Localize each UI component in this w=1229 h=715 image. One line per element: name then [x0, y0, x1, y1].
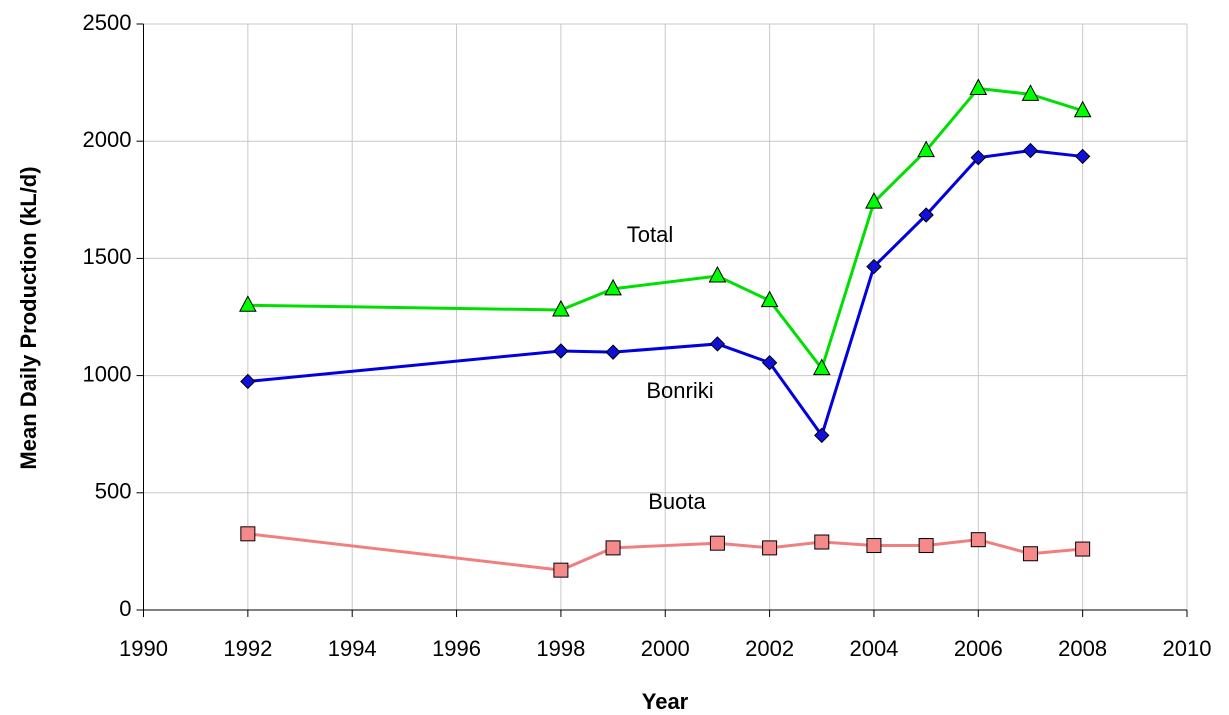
data-marker	[969, 78, 988, 95]
x-tick-label: 1996	[432, 636, 481, 661]
data-marker	[1022, 142, 1039, 159]
y-tick-label: 500	[95, 479, 132, 504]
data-marker	[605, 540, 621, 556]
data-marker	[918, 207, 934, 223]
data-marker	[918, 538, 934, 554]
data-marker	[814, 534, 830, 550]
series-label: Buota	[648, 489, 706, 514]
y-tick-label: 2000	[83, 127, 132, 152]
y-tick-label: 1000	[83, 361, 132, 386]
data-marker	[866, 258, 882, 275]
data-marker	[553, 343, 569, 359]
x-tick-label: 2006	[954, 636, 1003, 661]
x-tick-label: 2002	[745, 636, 794, 661]
data-marker	[604, 278, 622, 296]
data-marker	[762, 540, 778, 556]
data-marker	[812, 358, 831, 376]
data-marker	[709, 535, 725, 551]
y-tick-label: 2500	[83, 10, 132, 35]
data-marker	[970, 532, 986, 548]
data-marker	[605, 344, 621, 360]
data-marker	[1075, 541, 1091, 557]
x-tick-label: 2004	[849, 636, 898, 661]
data-marker	[865, 192, 883, 209]
data-marker	[552, 299, 570, 317]
x-tick-label: 1992	[223, 636, 272, 661]
series-label: Total	[627, 222, 673, 247]
data-marker	[866, 538, 882, 554]
y-tick-label: 0	[119, 596, 131, 621]
data-marker	[239, 295, 257, 312]
data-marker	[1022, 546, 1038, 562]
data-marker	[814, 427, 830, 444]
x-tick-label: 1998	[536, 636, 585, 661]
x-tick-label: 2010	[1163, 636, 1212, 661]
x-tick-label: 2008	[1058, 636, 1107, 661]
y-tick-label: 1500	[83, 244, 132, 269]
data-marker	[760, 290, 779, 308]
data-marker	[240, 373, 256, 390]
x-tick-label: 2000	[641, 636, 690, 661]
data-marker	[708, 265, 727, 283]
data-marker	[761, 355, 778, 371]
x-tick-label: 1990	[119, 636, 168, 661]
data-marker	[970, 149, 987, 166]
data-marker	[1021, 84, 1040, 101]
data-marker	[553, 562, 569, 578]
data-marker	[917, 140, 935, 158]
x-tick-label: 1994	[328, 636, 377, 661]
y-axis-title: Mean Daily Production (kL/d)	[16, 166, 41, 469]
data-marker	[1074, 148, 1091, 165]
x-axis-title: Year	[642, 689, 689, 714]
data-marker	[709, 336, 726, 352]
data-marker	[1073, 100, 1092, 118]
data-marker	[240, 526, 256, 542]
series-label: Bonriki	[646, 378, 713, 403]
